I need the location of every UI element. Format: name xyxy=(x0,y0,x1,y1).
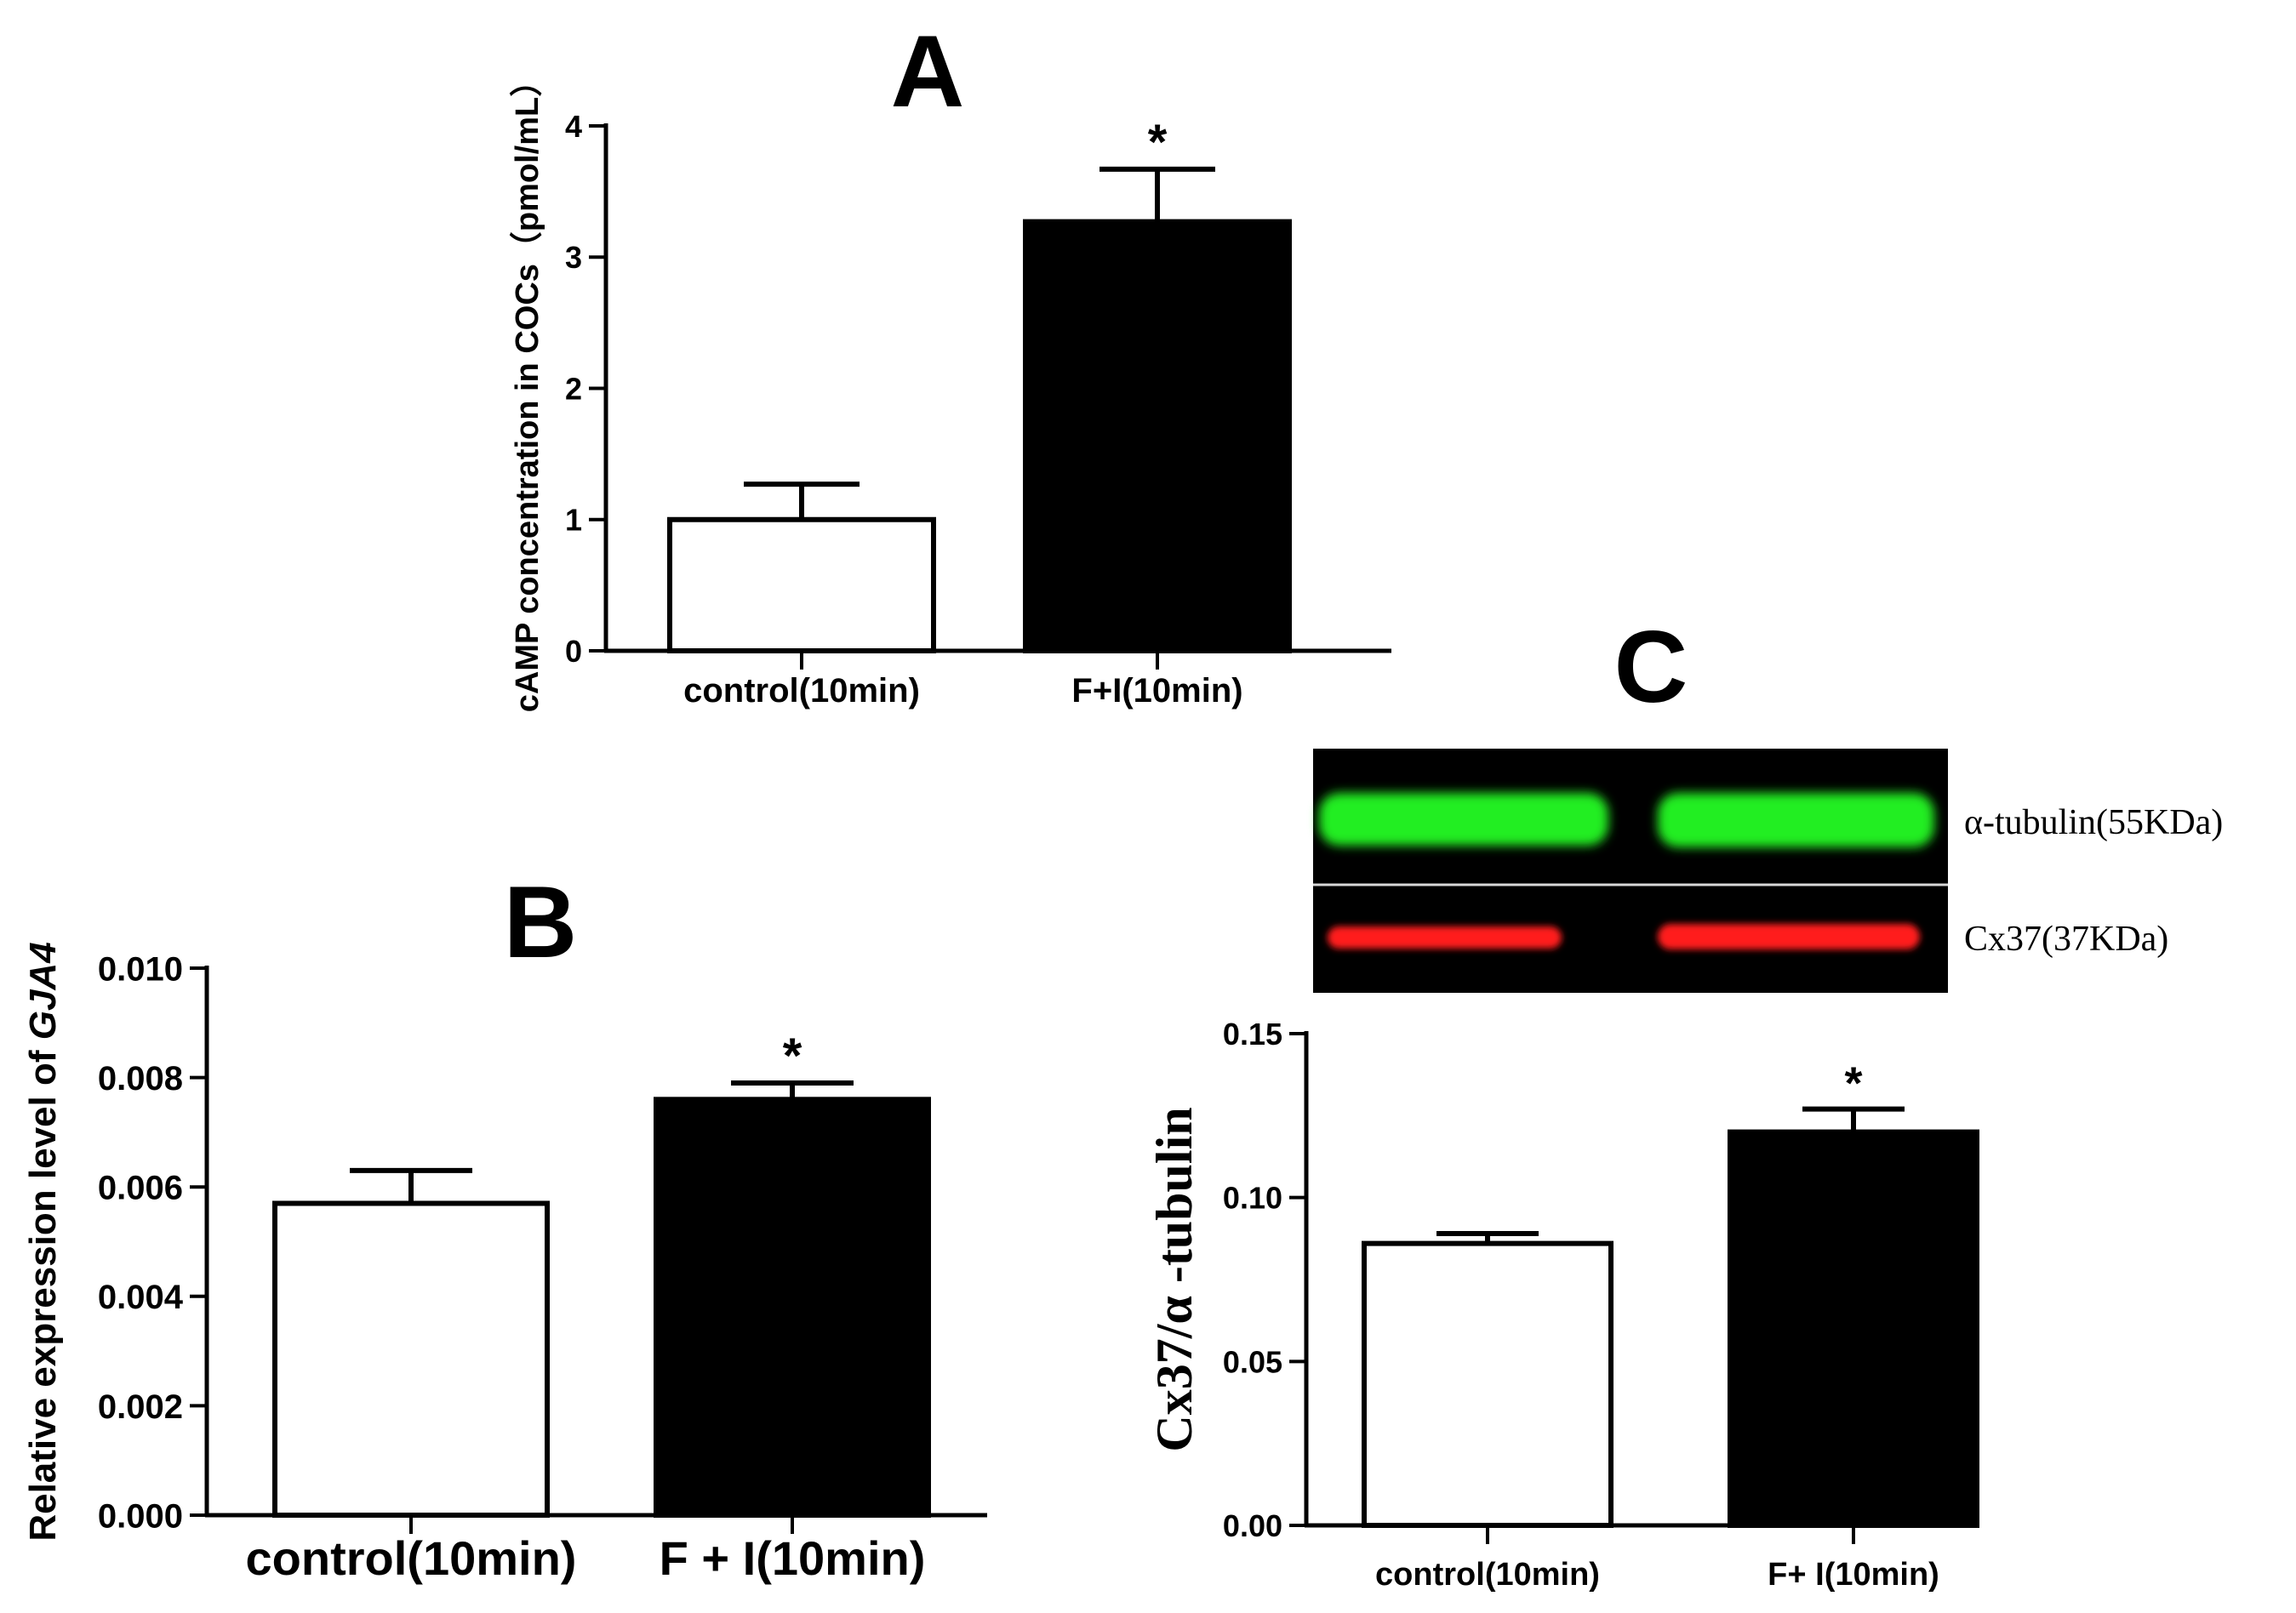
panel-b-y-axis-label-gene: GJA4 xyxy=(22,942,64,1040)
panel-a-bar-1 xyxy=(1023,219,1292,653)
panel-c-ytick-label-2: 0.10 xyxy=(1223,1181,1282,1216)
panel-a-ytick-label-4: 4 xyxy=(565,109,582,144)
blot-label-tubulin: α-tubulin(55KDa) xyxy=(1964,803,2223,842)
panel-a-category-0: control(10min) xyxy=(683,672,920,710)
panel-label-c: C xyxy=(1614,610,1688,724)
panel-a-ytick-label-3: 3 xyxy=(565,240,582,275)
panel-a-ytick-label-1: 1 xyxy=(565,503,582,538)
blot-label-cx37: Cx37(37KDa) xyxy=(1964,920,2168,959)
panel-b-ytick-label-3: 0.006 xyxy=(98,1170,183,1207)
panel-label-a: A xyxy=(891,14,965,128)
panel-c-significance-1: * xyxy=(1844,1058,1862,1109)
panel-a-y-axis-label: cAMP concentration in COCs（pmol/mL） xyxy=(510,65,545,713)
panel-a-category-1: F+I(10min) xyxy=(1071,672,1242,710)
panel-c-category-1: F+ I(10min) xyxy=(1768,1557,1939,1593)
panel-b-ytick-label-1: 0.002 xyxy=(98,1388,183,1426)
panel-b-ytick-label-4: 0.008 xyxy=(98,1060,183,1097)
panel-c-ytick-label-3: 0.15 xyxy=(1223,1017,1282,1052)
panel-a-ytick-label-2: 2 xyxy=(565,371,582,406)
panel-b-ytick-label-2: 0.004 xyxy=(98,1279,184,1316)
panel-b-bar-0 xyxy=(272,1200,550,1518)
panel-b-ytick-label-5: 0.010 xyxy=(98,950,183,988)
blot-band-tubulin xyxy=(1319,793,1934,847)
western-blot: α-tubulin(55KDa) Cx37(37KDa) xyxy=(1313,749,2223,993)
panel-a-significance-1: * xyxy=(1148,115,1168,170)
panel-a-ytick-label-0: 0 xyxy=(565,634,582,669)
panel-c-ytick-label-1: 0.05 xyxy=(1223,1344,1282,1379)
panel-c-ytick-label-0: 0.00 xyxy=(1223,1508,1282,1543)
panel-c-category-0: control(10min) xyxy=(1375,1557,1600,1593)
blot-background xyxy=(1313,749,1948,993)
panel-b-y-axis-label: Relative expression level of GJA4 xyxy=(22,942,64,1541)
panel-b-category-1: F + I(10min) xyxy=(660,1531,926,1585)
panel-b-significance-1: * xyxy=(783,1029,802,1084)
panel-b-bar-1 xyxy=(654,1097,931,1518)
panel-c-y-axis-label: Cx37/α -tubulin xyxy=(1146,1107,1202,1451)
panel-label-b: B xyxy=(504,865,578,979)
blot-band-cx37 xyxy=(1328,924,1920,949)
panel-b-category-0: control(10min) xyxy=(246,1531,577,1585)
panel-a-bar-0 xyxy=(667,516,936,653)
panel-c-bar-0 xyxy=(1362,1240,1613,1528)
panel-b-ytick-label-0: 0.000 xyxy=(98,1497,183,1535)
panel-c-bar-1 xyxy=(1728,1129,1979,1528)
